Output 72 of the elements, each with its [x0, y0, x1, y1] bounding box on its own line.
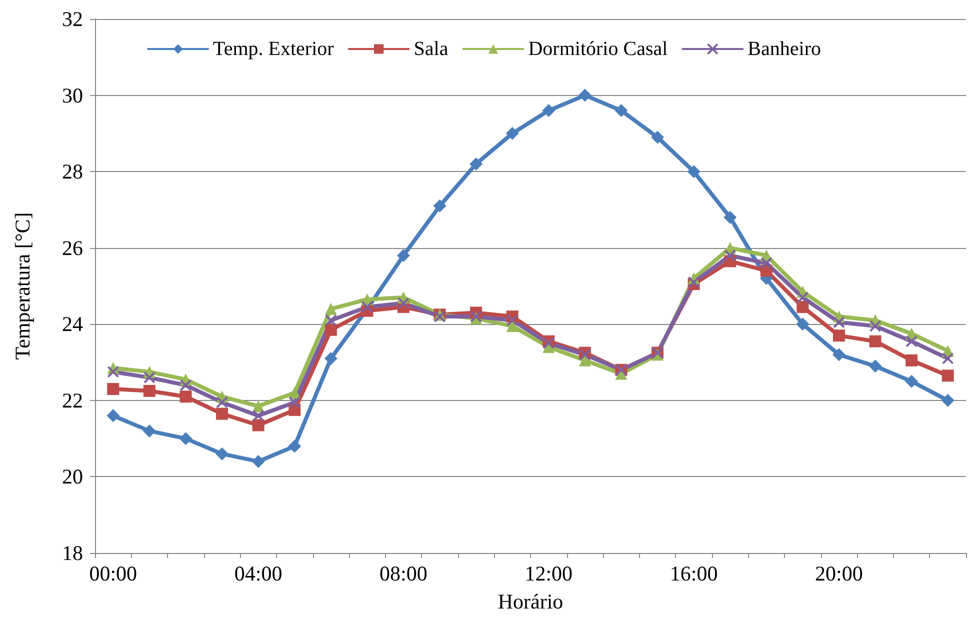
point: [324, 314, 337, 326]
point: [832, 348, 846, 362]
point: [506, 314, 518, 326]
point: [542, 104, 556, 118]
point: [687, 165, 700, 178]
point: [651, 130, 664, 144]
y-tick-label: 28: [62, 160, 83, 184]
point: [288, 396, 301, 408]
point: [324, 302, 337, 315]
point: [252, 419, 264, 432]
point: [869, 335, 882, 348]
point: [832, 316, 845, 328]
y-tick-label: 24: [62, 312, 84, 336]
point: [361, 300, 374, 313]
point: [942, 352, 954, 364]
point: [941, 394, 954, 407]
point: [180, 390, 192, 403]
point: [216, 447, 229, 460]
point: [506, 126, 519, 140]
point: [906, 354, 918, 366]
x-tick-label: 16:00: [670, 562, 718, 586]
point: [107, 366, 120, 378]
point: [288, 440, 302, 453]
y-tick-label: 18: [62, 541, 83, 565]
point: [942, 370, 954, 382]
point: [324, 352, 338, 365]
point: [832, 330, 845, 342]
y-tick-label: 30: [62, 83, 83, 108]
legend-label: Sala: [414, 38, 448, 60]
y-tick-label: 26: [62, 236, 83, 260]
y-axis-title: Temperatura [°C]: [10, 212, 34, 360]
x-tick-label: 00:00: [89, 562, 138, 586]
point: [796, 291, 809, 304]
point: [506, 320, 518, 332]
point: [143, 372, 156, 384]
point: [868, 360, 882, 373]
point: [724, 249, 736, 262]
y-tick-label: 20: [62, 464, 83, 489]
point: [107, 382, 120, 395]
point: [179, 432, 192, 446]
point: [470, 157, 483, 170]
point: [433, 199, 446, 212]
point: [142, 424, 156, 438]
point: [578, 88, 592, 102]
legend-label: Temp. Exterior: [213, 38, 334, 60]
point: [905, 374, 918, 388]
point: [216, 396, 228, 408]
point: [252, 410, 264, 422]
legend-label: Dormitório Casal: [528, 38, 668, 60]
point: [396, 248, 410, 262]
x-tick-label: 04:00: [234, 562, 282, 586]
point: [106, 409, 120, 422]
point: [796, 318, 810, 331]
point: [397, 297, 410, 310]
x-axis-title: Horário: [498, 590, 564, 614]
point: [252, 454, 265, 468]
point: [324, 324, 337, 336]
x-tick-label: 12:00: [524, 562, 573, 586]
y-tick-label: 22: [62, 388, 83, 412]
legend-label: Banheiro: [748, 38, 821, 60]
point: [906, 335, 918, 348]
point: [216, 408, 228, 420]
point: [143, 384, 156, 397]
point: [614, 104, 628, 118]
y-tick-label: 32: [62, 7, 83, 31]
point: [180, 379, 192, 392]
point: [760, 257, 772, 270]
point: [869, 320, 882, 332]
x-tick-label: 08:00: [380, 562, 428, 586]
point: [796, 300, 809, 313]
point: [724, 210, 737, 224]
x-tick-label: 20:00: [815, 562, 863, 586]
